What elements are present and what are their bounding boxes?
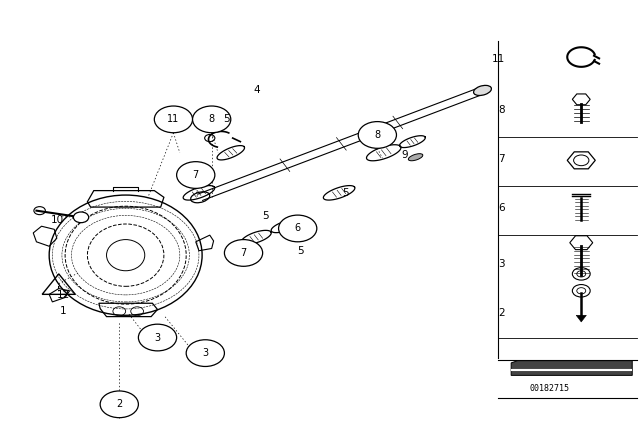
Circle shape (186, 340, 225, 366)
Text: 5: 5 (342, 188, 349, 198)
Text: 11: 11 (492, 54, 505, 64)
Text: 8: 8 (209, 114, 215, 125)
Text: 5: 5 (223, 114, 230, 125)
Text: 4: 4 (253, 86, 260, 95)
Text: 2: 2 (116, 399, 122, 409)
Circle shape (278, 215, 317, 242)
Ellipse shape (474, 86, 492, 95)
Text: 11: 11 (167, 114, 180, 125)
Text: 3: 3 (202, 348, 209, 358)
Text: 10: 10 (51, 215, 64, 224)
Text: 8: 8 (374, 130, 380, 140)
Text: 3: 3 (498, 259, 505, 269)
Circle shape (177, 162, 215, 188)
Circle shape (193, 106, 231, 133)
Circle shape (225, 240, 262, 266)
Text: 9: 9 (401, 150, 408, 160)
Text: 2: 2 (498, 308, 505, 318)
Text: 8: 8 (498, 105, 505, 116)
Text: 3: 3 (154, 332, 161, 343)
Text: 12: 12 (56, 290, 70, 300)
Circle shape (100, 391, 138, 418)
Circle shape (74, 212, 89, 223)
Ellipse shape (408, 154, 423, 161)
Circle shape (154, 106, 193, 133)
Text: 7: 7 (241, 248, 246, 258)
Text: 6: 6 (294, 224, 301, 233)
Text: 00182715: 00182715 (529, 384, 569, 393)
Text: 5: 5 (262, 211, 269, 221)
Circle shape (138, 324, 177, 351)
Text: 5: 5 (298, 246, 304, 256)
Text: 6: 6 (498, 203, 505, 213)
Polygon shape (576, 315, 586, 322)
Text: 1: 1 (60, 306, 67, 316)
Text: 7: 7 (193, 170, 199, 180)
Text: !: ! (57, 285, 60, 292)
Circle shape (358, 121, 396, 148)
Text: 7: 7 (498, 155, 505, 164)
Polygon shape (511, 361, 632, 375)
